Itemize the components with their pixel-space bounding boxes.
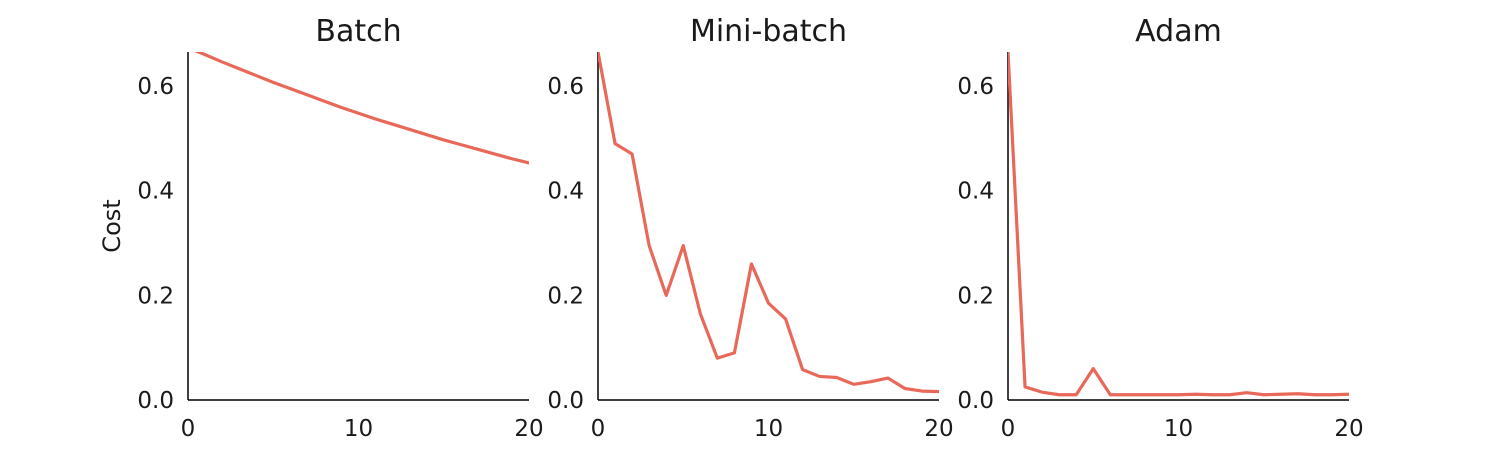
subplot-2: Mini-batch 0.0 0.2 0.4 0.6 0 10 20 <box>547 14 953 442</box>
y-tick-label: 0.2 <box>137 283 174 309</box>
y-tick-label: 0.2 <box>547 283 584 309</box>
subplot-1: Batch 0.0 0.2 0.4 0.6 0 10 20 Cost <box>98 14 544 442</box>
chart-title: Batch <box>315 14 401 49</box>
series-line <box>1008 52 1349 397</box>
x-tick-label: 10 <box>754 416 783 442</box>
x-tick-label: 0 <box>1001 416 1016 442</box>
y-axis-label: Cost <box>98 199 126 252</box>
series-line <box>194 52 529 165</box>
y-tick-label: 0.4 <box>137 179 174 205</box>
x-tick-label: 20 <box>1334 416 1363 442</box>
chart-title: Mini-batch <box>690 14 847 49</box>
x-tick-label: 10 <box>1164 416 1193 442</box>
x-tick-label: 10 <box>344 416 373 442</box>
y-tick-label: 0.6 <box>547 74 584 100</box>
chart-title: Adam <box>1135 14 1222 49</box>
y-tick-label: 0.4 <box>547 179 584 205</box>
y-tick-label: 0.6 <box>957 74 994 100</box>
series-line <box>598 52 939 394</box>
y-tick-label: 0.6 <box>137 74 174 100</box>
x-tick-label: 0 <box>181 416 196 442</box>
y-tick-label: 0.0 <box>137 388 174 414</box>
y-tick-label: 0.2 <box>957 283 994 309</box>
x-tick-label: 20 <box>924 416 953 442</box>
y-tick-label: 0.0 <box>547 388 584 414</box>
y-tick-label: 0.4 <box>957 179 994 205</box>
x-tick-label: 0 <box>591 416 606 442</box>
x-tick-label: 20 <box>514 416 543 442</box>
y-tick-label: 0.0 <box>957 388 994 414</box>
subplot-3: Adam 0.0 0.2 0.4 0.6 0 10 20 <box>957 14 1363 442</box>
